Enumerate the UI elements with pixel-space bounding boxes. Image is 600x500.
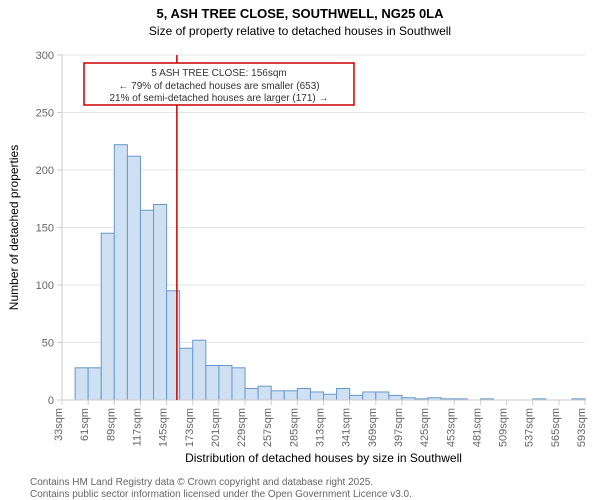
histogram-bar xyxy=(324,394,337,400)
xtick-label: 341sqm xyxy=(341,408,353,447)
ytick-label: 200 xyxy=(36,165,54,177)
footer-line-2: Contains public sector information licen… xyxy=(30,489,412,500)
xtick-label: 313sqm xyxy=(315,408,327,447)
xtick-label: 173sqm xyxy=(184,408,196,447)
annotation-line-2: ← 79% of detached houses are smaller (65… xyxy=(118,81,319,92)
histogram-bar xyxy=(389,395,402,400)
histogram-bar xyxy=(245,389,258,401)
histogram-bar xyxy=(88,368,101,400)
ytick-label: 250 xyxy=(36,108,54,120)
xtick-label: 33sqm xyxy=(53,408,65,441)
ytick-label: 150 xyxy=(36,223,54,235)
xtick-label: 89sqm xyxy=(105,408,117,441)
histogram-bar xyxy=(193,340,206,400)
footer-line-1: Contains HM Land Registry data © Crown c… xyxy=(30,477,373,488)
annotation-line-3: 21% of semi-detached houses are larger (… xyxy=(109,93,328,104)
y-axis-label: Number of detached properties xyxy=(7,145,21,310)
histogram-bar xyxy=(140,210,153,400)
ytick-label: 50 xyxy=(42,338,54,350)
x-axis-label: Distribution of detached houses by size … xyxy=(185,451,462,465)
xtick-label: 565sqm xyxy=(550,408,562,447)
xtick-label: 201sqm xyxy=(210,408,222,447)
xtick-label: 453sqm xyxy=(445,408,457,447)
histogram-bar xyxy=(350,395,363,400)
histogram-chart: 5, ASH TREE CLOSE, SOUTHWELL, NG25 0LA Si… xyxy=(0,0,600,500)
ytick-label: 0 xyxy=(48,395,54,407)
histogram-bar xyxy=(310,392,323,400)
annotation-line-1: 5 ASH TREE CLOSE: 156sqm xyxy=(151,68,286,79)
xtick-label: 285sqm xyxy=(288,408,300,447)
xtick-label: 369sqm xyxy=(367,408,379,447)
histogram-bar xyxy=(232,368,245,400)
histogram-bar xyxy=(154,205,167,401)
chart-title: 5, ASH TREE CLOSE, SOUTHWELL, NG25 0LA xyxy=(157,6,445,21)
histogram-bar xyxy=(219,366,232,401)
xtick-label: 257sqm xyxy=(262,408,274,447)
xtick-label: 397sqm xyxy=(393,408,405,447)
histogram-bar xyxy=(363,392,376,400)
histogram-bar xyxy=(180,348,193,400)
xtick-label: 481sqm xyxy=(471,408,483,447)
histogram-bar xyxy=(127,156,140,400)
xtick-label: 509sqm xyxy=(498,408,510,447)
ytick-label: 100 xyxy=(36,280,54,292)
histogram-bar xyxy=(284,391,297,400)
xtick-label: 61sqm xyxy=(79,408,91,441)
histogram-bar xyxy=(75,368,88,400)
histogram-bar xyxy=(271,391,284,400)
histogram-bar xyxy=(206,366,219,401)
chart-subtitle: Size of property relative to detached ho… xyxy=(149,24,451,38)
histogram-bar xyxy=(114,145,127,400)
histogram-bar xyxy=(376,392,389,400)
ytick-label: 300 xyxy=(36,50,54,62)
histogram-bar xyxy=(297,389,310,401)
xtick-label: 229sqm xyxy=(236,408,248,447)
xtick-label: 593sqm xyxy=(576,408,588,447)
histogram-bar xyxy=(337,389,350,401)
xtick-label: 425sqm xyxy=(419,408,431,447)
histogram-bar xyxy=(258,386,271,400)
xtick-label: 537sqm xyxy=(524,408,536,447)
histogram-bar xyxy=(101,233,114,400)
xtick-label: 145sqm xyxy=(158,408,170,447)
histogram-bar xyxy=(167,291,180,400)
xtick-label: 117sqm xyxy=(131,408,143,446)
